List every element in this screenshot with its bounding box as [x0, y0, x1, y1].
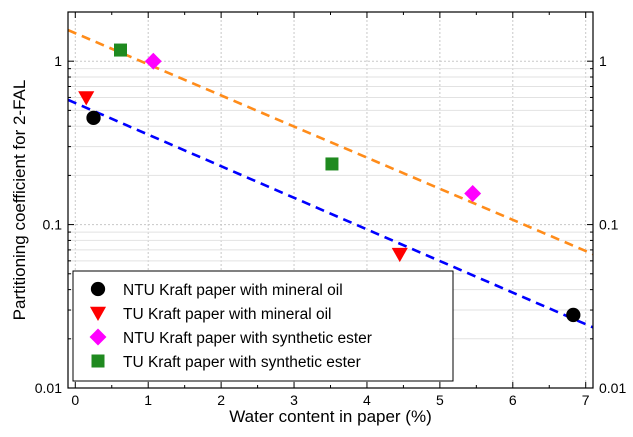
y-tick-label-right: 0.1	[599, 217, 619, 233]
x-tick-label: 6	[509, 392, 517, 408]
legend-marker-4	[91, 354, 105, 368]
data-point-series-3	[144, 52, 162, 70]
data-point-series-2	[391, 247, 408, 263]
y-tick-label: 1	[54, 53, 62, 69]
legend-marker-2	[89, 306, 107, 322]
x-tick-label: 2	[217, 392, 225, 408]
y-tick-label: 0.1	[43, 217, 63, 233]
legend-box	[72, 270, 454, 382]
data-point-series-1	[86, 110, 101, 126]
y-tick-label-right: 1	[599, 53, 607, 69]
data-point-series-4	[114, 43, 127, 57]
legend-marker-3	[89, 328, 107, 346]
fit-line-1	[68, 98, 593, 329]
data-point-series-2	[78, 91, 95, 106]
x-tick-label: 0	[71, 392, 79, 408]
legend-label-3: NTU Kraft paper with synthetic ester	[123, 330, 372, 347]
data-point-series-3	[464, 185, 482, 202]
x-tick-label: 5	[436, 392, 444, 408]
legend-label-4: TU Kraft paper with synthetic ester	[123, 354, 361, 371]
x-tick-label: 4	[363, 392, 371, 408]
y-tick-label: 0.01	[35, 380, 62, 396]
y-tick-label-right: 0.01	[599, 380, 626, 396]
legend-label-1: NTU Kraft paper with mineral oil	[123, 282, 343, 299]
x-tick-label: 1	[144, 392, 152, 408]
legend: NTU Kraft paper with mineral oil TU Kraft…	[72, 270, 454, 382]
y-axis-title: Partitioning coefficient for 2-FAL	[10, 80, 29, 321]
fit-line-2	[68, 28, 593, 256]
x-tick-label: 7	[582, 392, 590, 408]
legend-marker-1	[90, 281, 106, 297]
legend-label-2: TU Kraft paper with mineral oil	[123, 306, 331, 323]
data-point-series-4	[325, 157, 339, 171]
ticks-layer: 0 1 2 3 4 5 6 7 0.01 0.01 0.1 0.1 1 1	[35, 11, 626, 408]
data-point-series-1	[566, 307, 581, 323]
x-axis-title: Water content in paper (%)	[229, 407, 432, 426]
x-tick-label: 3	[290, 392, 298, 408]
markers-layer	[78, 43, 581, 323]
